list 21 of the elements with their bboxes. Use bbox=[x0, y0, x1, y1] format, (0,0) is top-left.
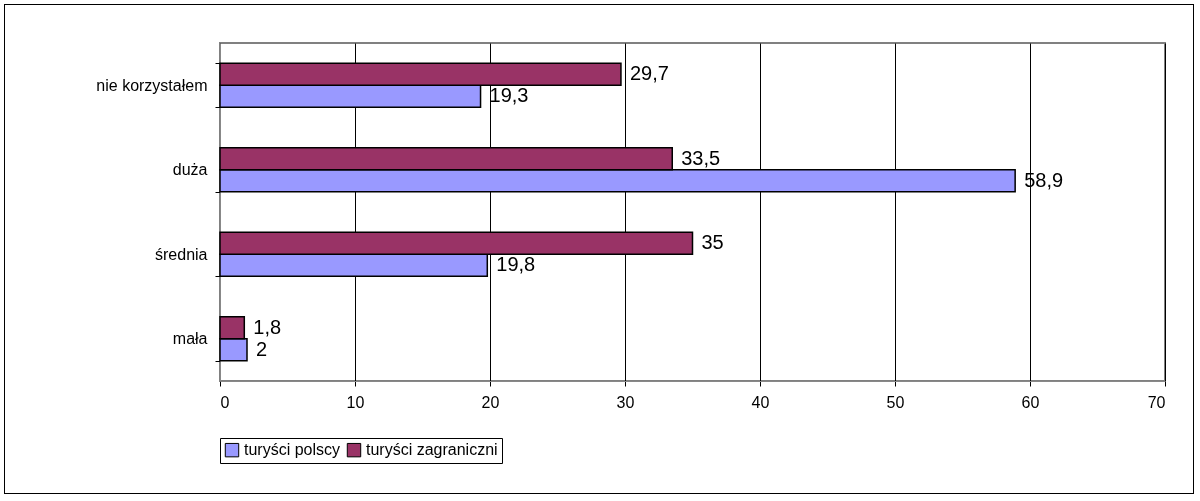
legend-label: turyści zagraniczni bbox=[366, 441, 498, 459]
legend-label: turyści polscy bbox=[244, 441, 341, 459]
x-tick-label: 20 bbox=[481, 393, 500, 411]
x-tick-label: 30 bbox=[616, 393, 635, 411]
y-tick-label: mała bbox=[172, 330, 208, 348]
y-tick-label: średnia bbox=[155, 245, 208, 263]
x-tick-label: 50 bbox=[886, 393, 905, 411]
data-label: 35 bbox=[701, 231, 724, 254]
y-tick-label: nie korzystałem bbox=[96, 76, 208, 94]
x-tick-label: 40 bbox=[751, 393, 770, 411]
data-label: 33,5 bbox=[681, 146, 721, 169]
y-tick-label: duża bbox=[172, 161, 208, 179]
data-label: 19,3 bbox=[489, 84, 529, 107]
x-tick-label: 10 bbox=[346, 393, 365, 411]
x-tick-label: 0 bbox=[220, 393, 230, 411]
x-tick-label: 60 bbox=[1021, 393, 1040, 411]
data-label: 29,7 bbox=[629, 62, 669, 85]
data-label: 2 bbox=[256, 337, 268, 360]
data-label: 19,8 bbox=[496, 253, 536, 276]
x-tick-label: 70 bbox=[1147, 393, 1166, 411]
data-label: 1,8 bbox=[253, 315, 282, 338]
